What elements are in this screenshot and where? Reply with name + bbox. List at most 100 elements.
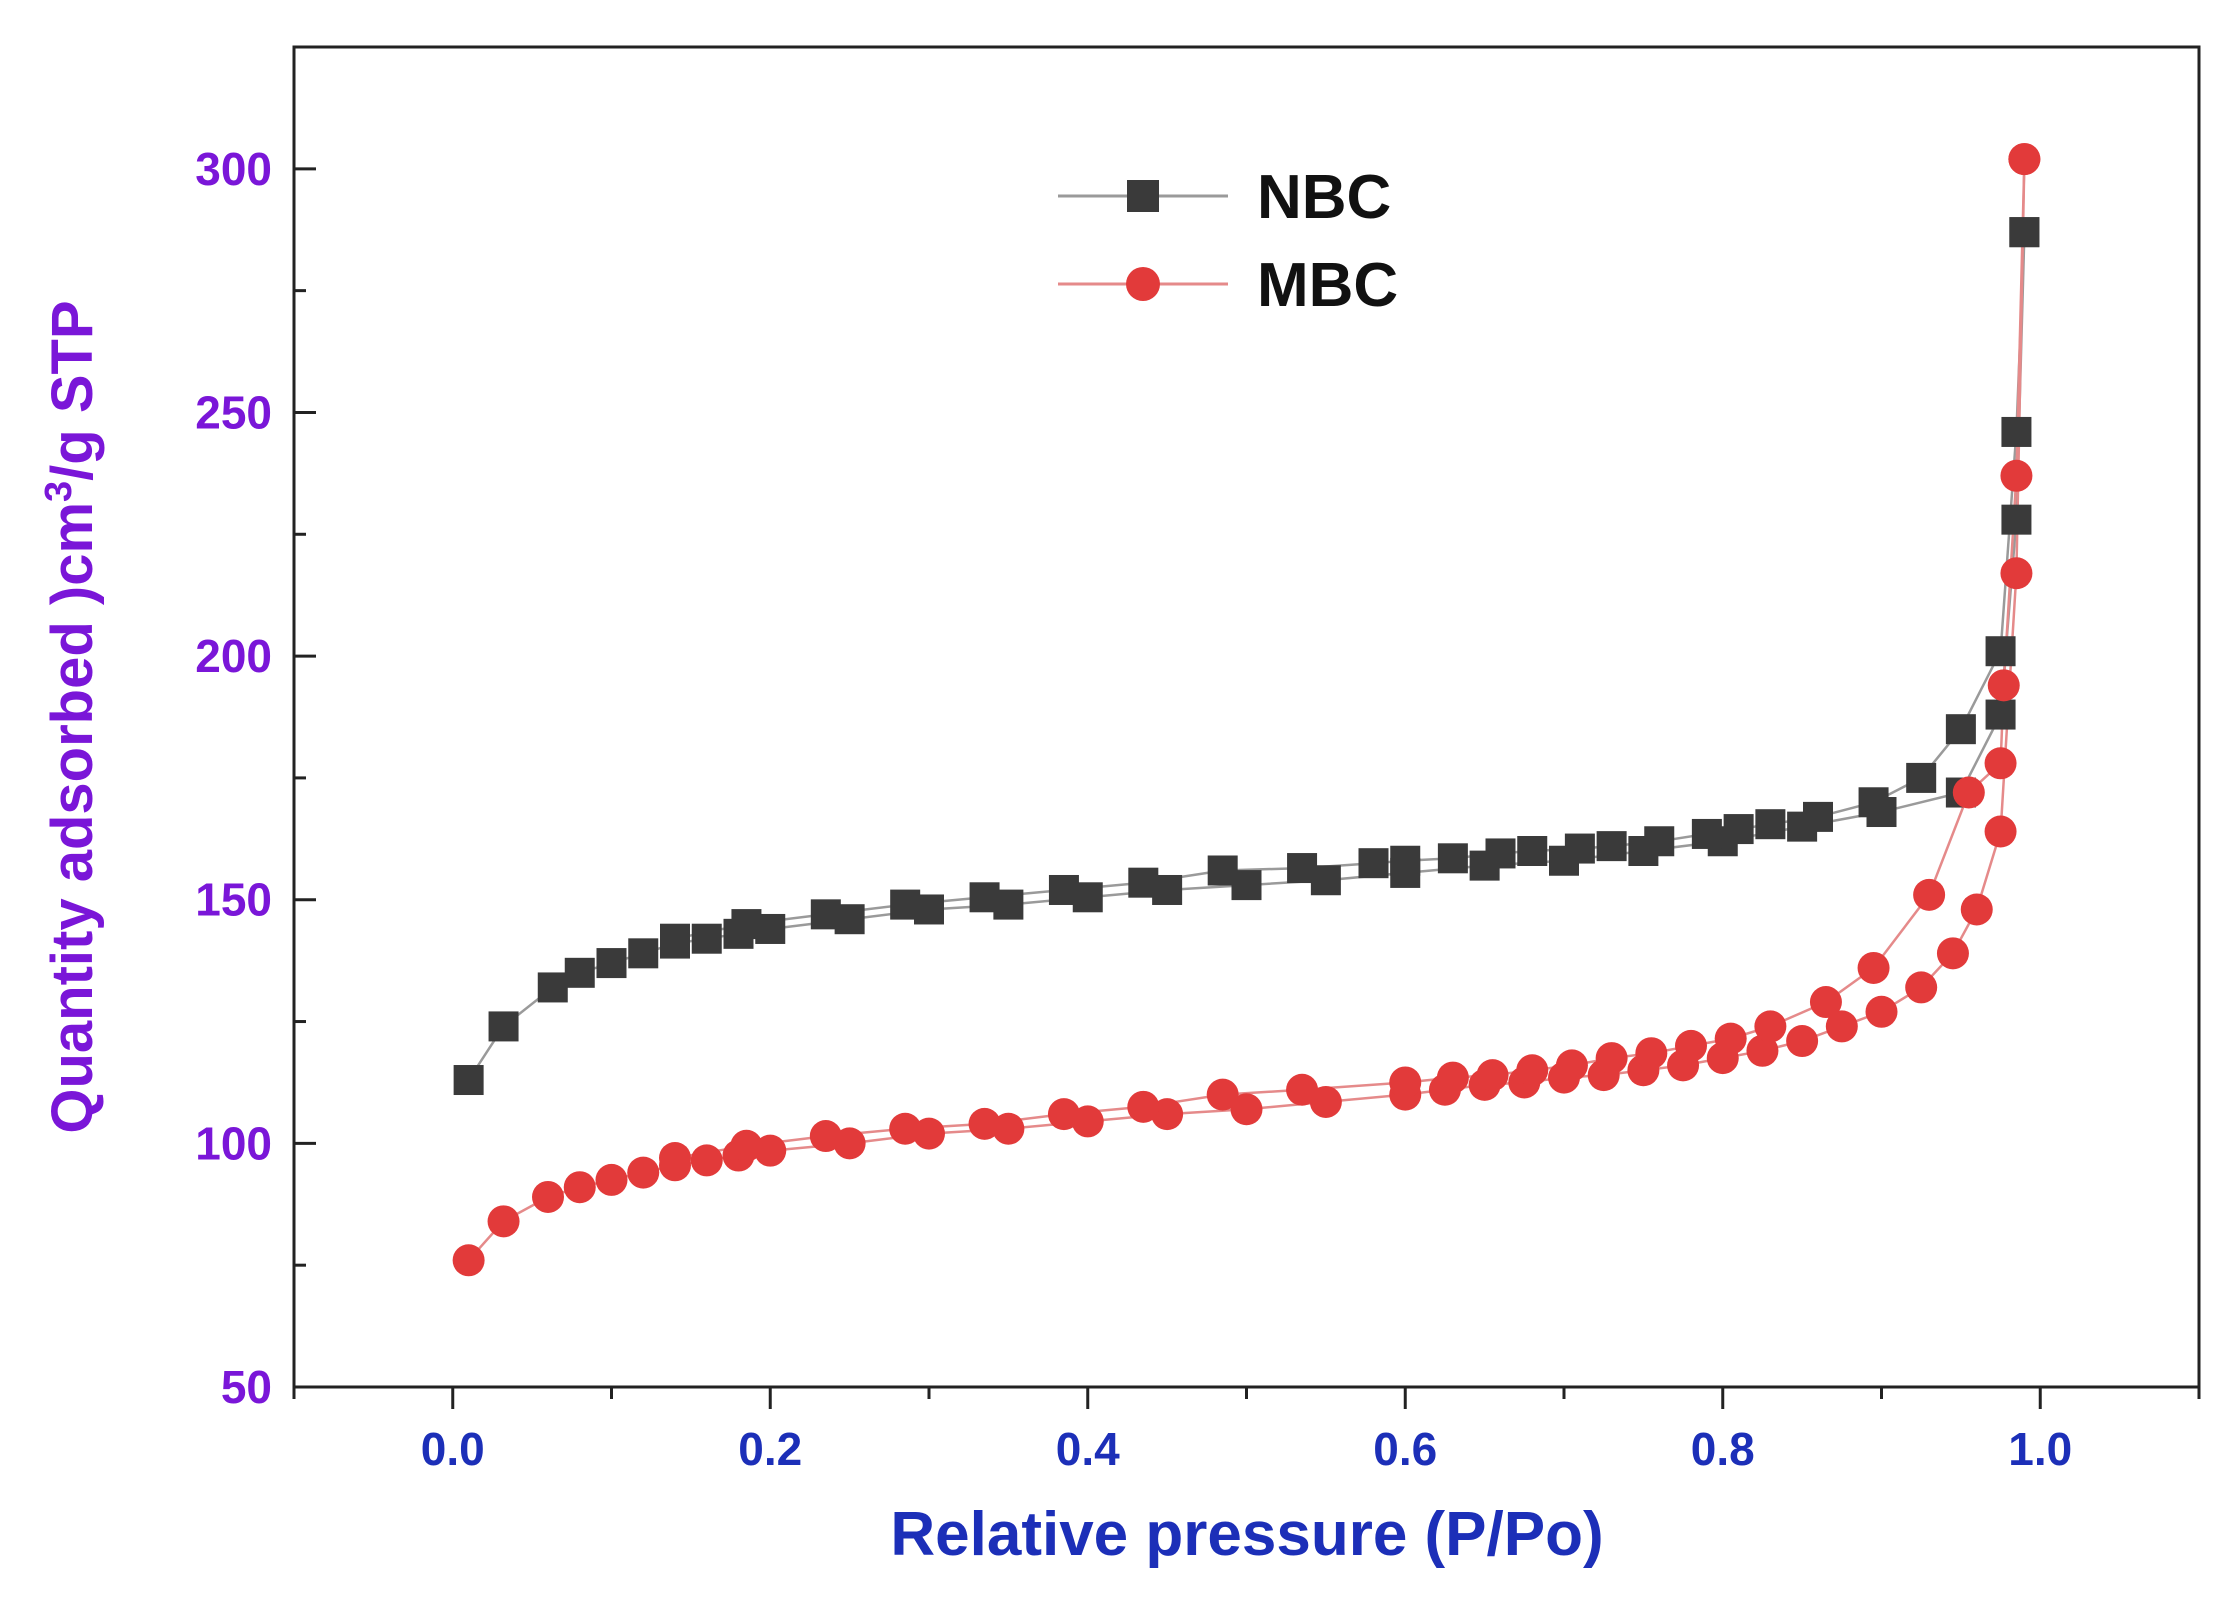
mbc-point bbox=[1865, 995, 1898, 1028]
y-axis-title: Quantity adsorbed )cm3/g STP bbox=[38, 300, 105, 1133]
nbc-point bbox=[453, 1065, 484, 1096]
nbc-desorption-line bbox=[674, 232, 2026, 940]
nbc-point bbox=[537, 972, 568, 1003]
legend-label-mbc: MBC bbox=[1257, 251, 1398, 320]
mbc-point bbox=[992, 1112, 1025, 1145]
nbc-point bbox=[1858, 787, 1889, 818]
nbc-point bbox=[1691, 818, 1722, 849]
mbc-point bbox=[1746, 1034, 1779, 1067]
x-tick-label: 0.2 bbox=[738, 1423, 802, 1475]
nbc-point bbox=[596, 948, 627, 979]
nbc-point bbox=[1644, 826, 1675, 857]
mbc-point bbox=[1436, 1061, 1469, 1094]
mbc-point bbox=[1047, 1098, 1080, 1131]
y-tick-label: 250 bbox=[195, 386, 272, 438]
mbc-point bbox=[627, 1156, 660, 1189]
mbc-point bbox=[2000, 459, 2033, 492]
nbc-point bbox=[1437, 843, 1468, 874]
nbc-point bbox=[660, 923, 690, 954]
x-tick-label: 0.4 bbox=[1056, 1423, 1120, 1475]
nbc-point bbox=[1596, 831, 1627, 862]
mbc-point bbox=[1905, 971, 1938, 1004]
nbc-point bbox=[969, 882, 1000, 913]
nbc-point bbox=[488, 1011, 519, 1042]
mbc-point bbox=[487, 1205, 520, 1238]
legend-marker-mbc bbox=[1126, 267, 1160, 301]
mbc-point bbox=[1309, 1085, 1342, 1118]
nbc-point bbox=[1390, 845, 1421, 876]
mbc-point bbox=[1389, 1066, 1422, 1099]
nbc-point bbox=[1485, 838, 1516, 869]
y-axis-title-part-2: /g STP bbox=[40, 300, 105, 480]
mbc-point bbox=[1809, 986, 1842, 1019]
mbc-point bbox=[659, 1141, 691, 1174]
mbc-point bbox=[1595, 1042, 1628, 1075]
mbc-point bbox=[1206, 1078, 1239, 1111]
x-axis-ticks: 0.0 0.2 0.4 0.6 0.8 1.0 bbox=[292, 1387, 2201, 1475]
mbc-point bbox=[730, 1129, 763, 1162]
nbc-point bbox=[1207, 855, 1238, 886]
y-tick-label: 150 bbox=[195, 874, 272, 926]
x-tick-label: 0.8 bbox=[1691, 1423, 1755, 1475]
nbc-point bbox=[731, 909, 762, 940]
series-markers bbox=[452, 143, 2041, 1277]
nbc-point bbox=[1945, 714, 1976, 745]
mbc-point bbox=[1476, 1059, 1509, 1092]
x-tick-label: 1.0 bbox=[2008, 1423, 2072, 1475]
nbc-point bbox=[810, 899, 841, 930]
mbc-point bbox=[1286, 1073, 1319, 1106]
mbc-point bbox=[2000, 557, 2033, 590]
x-tick-label: 0.0 bbox=[421, 1423, 485, 1475]
nbc-point bbox=[1358, 848, 1389, 879]
nbc-point bbox=[1906, 762, 1937, 793]
mbc-point bbox=[968, 1107, 1001, 1140]
nbc-point bbox=[628, 938, 659, 969]
mbc-point bbox=[1675, 1029, 1707, 1062]
mbc-point bbox=[1230, 1093, 1263, 1126]
mbc-point bbox=[889, 1112, 922, 1145]
x-axis-title: Relative pressure (P/Po) bbox=[890, 1500, 1603, 1569]
nbc-point bbox=[1803, 801, 1833, 832]
nbc-point bbox=[1985, 699, 2016, 730]
nbc-point bbox=[2001, 416, 2032, 447]
mbc-point bbox=[690, 1144, 723, 1177]
y-axis-title-superscript: 3 bbox=[38, 481, 80, 502]
nbc-point bbox=[1128, 867, 1159, 898]
mbc-point bbox=[1786, 1025, 1819, 1058]
mbc-point bbox=[1516, 1054, 1549, 1087]
nbc-point bbox=[1564, 833, 1595, 864]
nbc-adsorption-line bbox=[467, 232, 2026, 1081]
mbc-point bbox=[563, 1171, 596, 1204]
y-tick-label: 300 bbox=[195, 143, 272, 195]
mbc-point bbox=[532, 1180, 564, 1213]
nbc-point bbox=[1517, 836, 1548, 866]
mbc-point bbox=[1825, 1010, 1858, 1043]
mbc-point bbox=[1635, 1037, 1668, 1070]
mbc-point bbox=[2008, 143, 2041, 176]
mbc-point bbox=[1857, 951, 1890, 984]
nbc-point bbox=[2009, 217, 2040, 248]
legend-item-nbc: NBC bbox=[1058, 163, 1391, 232]
mbc-point bbox=[913, 1117, 945, 1150]
mbc-point bbox=[1714, 1022, 1747, 1055]
legend-label-nbc: NBC bbox=[1257, 163, 1391, 232]
mbc-point bbox=[1936, 937, 1969, 970]
nbc-point bbox=[1048, 874, 1079, 905]
mbc-point bbox=[595, 1163, 628, 1196]
y-axis-ticks: 50 100 150 200 250 300 bbox=[195, 45, 316, 1413]
nbc-point bbox=[890, 889, 921, 920]
mbc-point bbox=[1127, 1090, 1160, 1123]
mbc-point bbox=[809, 1120, 842, 1153]
nbc-point bbox=[1985, 636, 2016, 667]
mbc-point bbox=[1754, 1010, 1787, 1043]
y-tick-label: 100 bbox=[195, 1117, 272, 1169]
mbc-point bbox=[1984, 815, 2017, 848]
legend: NBC MBC bbox=[1058, 163, 1398, 320]
nbc-point bbox=[1287, 853, 1318, 884]
y-tick-label: 50 bbox=[221, 1361, 272, 1413]
nbc-point bbox=[2001, 504, 2032, 535]
mbc-point bbox=[1984, 747, 2017, 780]
x-tick-label: 0.6 bbox=[1373, 1423, 1437, 1475]
nbc-point bbox=[564, 957, 595, 988]
